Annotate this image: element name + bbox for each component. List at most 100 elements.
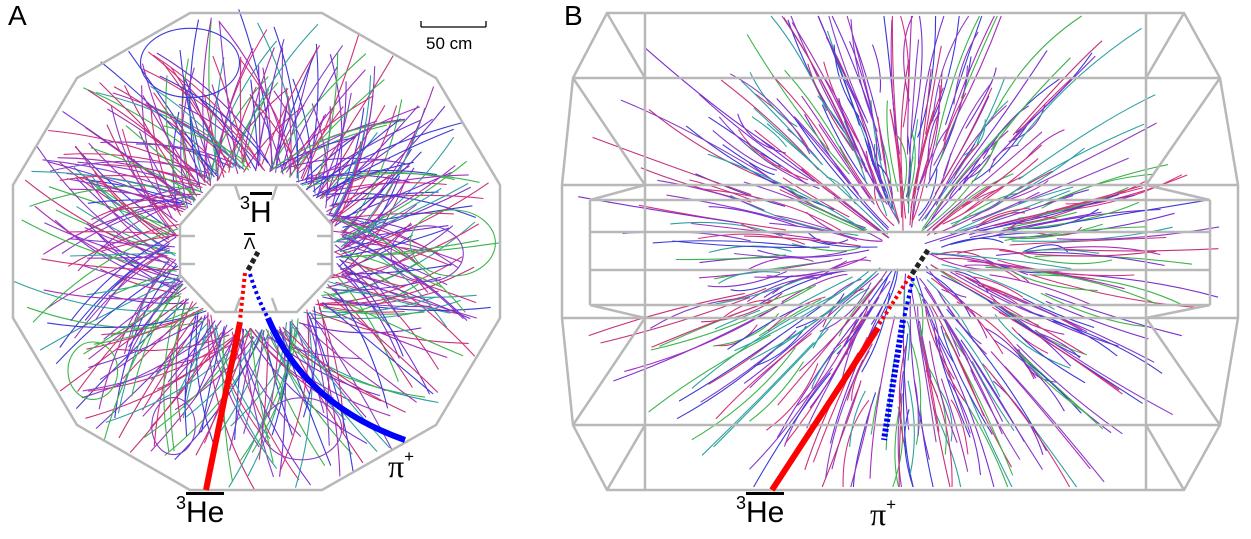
background-track — [954, 327, 1001, 398]
background-track — [1018, 94, 1156, 180]
background-track — [232, 23, 319, 169]
background-track — [900, 15, 910, 128]
background-track — [326, 174, 469, 199]
background-track — [150, 107, 182, 216]
background-track — [919, 277, 961, 357]
background-track — [1031, 274, 1182, 305]
panel-a-inner-boundary — [178, 183, 334, 314]
background-track — [69, 252, 174, 257]
background-track — [59, 174, 203, 189]
background-track — [942, 15, 995, 142]
background-track — [951, 186, 1074, 233]
background-track — [195, 310, 214, 444]
background-track — [298, 322, 422, 334]
background-track — [953, 31, 979, 105]
background-track — [821, 104, 869, 185]
background-track — [271, 48, 318, 168]
background-track — [944, 332, 1014, 476]
background-track — [342, 235, 468, 321]
background-track — [749, 349, 835, 470]
background-track — [754, 129, 885, 235]
background-track — [962, 175, 1024, 215]
background-track — [868, 268, 898, 337]
background-track — [343, 187, 442, 241]
background-track — [652, 240, 811, 248]
background-track — [698, 93, 815, 183]
background-track — [783, 17, 863, 169]
panel-b-side-view — [560, 11, 1240, 492]
background-track — [228, 322, 288, 488]
background-track — [261, 45, 321, 165]
background-track — [75, 176, 167, 248]
background-track — [729, 73, 811, 155]
helium3-mass-number-b: 3 — [736, 493, 747, 513]
background-track — [991, 15, 1082, 120]
background-track — [931, 252, 1072, 270]
background-track — [341, 239, 479, 258]
background-track — [924, 154, 991, 229]
background-track — [904, 409, 914, 488]
background-track — [312, 310, 469, 344]
background-track — [1010, 76, 1074, 141]
helium3-symbol-b: He — [746, 492, 785, 529]
background-track — [821, 380, 862, 488]
background-track — [101, 234, 180, 252]
panel-a-he3-track — [203, 321, 243, 491]
background-track — [891, 15, 902, 174]
background-track — [850, 19, 878, 132]
scale-bar-label: 50 cm — [426, 34, 473, 53]
background-track — [319, 296, 436, 314]
background-track — [854, 41, 888, 174]
background-track — [592, 136, 752, 196]
pion-label-a: π+ — [388, 448, 414, 482]
background-track — [111, 269, 174, 296]
background-track — [943, 92, 967, 151]
background-track — [846, 15, 873, 112]
background-track — [176, 323, 214, 396]
background-track — [675, 254, 786, 261]
background-track — [159, 75, 269, 164]
background-track — [83, 292, 182, 355]
background-track — [306, 317, 330, 446]
background-track — [85, 179, 193, 206]
background-track — [66, 178, 186, 211]
background-track — [216, 48, 254, 182]
background-track — [315, 128, 454, 199]
background-track — [269, 53, 367, 170]
background-track — [851, 350, 870, 401]
background-track — [294, 319, 313, 488]
background-track — [1014, 272, 1098, 292]
panel-a-letter: A — [8, 0, 27, 31]
background-track — [955, 272, 1005, 296]
background-track — [907, 380, 915, 475]
background-track — [870, 386, 881, 435]
background-track — [342, 180, 407, 274]
panel-b-letter: B — [564, 0, 583, 31]
background-track — [1018, 333, 1086, 384]
background-track — [271, 321, 291, 436]
background-track — [1040, 292, 1147, 328]
background-track — [910, 15, 923, 139]
background-track — [125, 125, 200, 190]
background-track — [41, 258, 180, 271]
background-track — [1065, 200, 1205, 225]
background-track — [942, 158, 1039, 225]
background-track — [67, 223, 182, 267]
background-track — [212, 55, 249, 167]
background-track — [982, 363, 1071, 488]
background-track — [340, 259, 477, 304]
background-track — [935, 15, 980, 147]
scale-bar — [420, 21, 487, 28]
background-track — [189, 19, 202, 191]
background-track — [215, 334, 269, 439]
background-track — [87, 199, 183, 204]
background-track — [666, 194, 829, 233]
background-track — [906, 129, 916, 203]
background-track — [48, 129, 207, 179]
background-track — [989, 274, 1091, 306]
background-track — [329, 223, 480, 279]
background-track — [978, 207, 1030, 226]
background-track — [100, 61, 218, 177]
background-track — [801, 168, 836, 196]
background-track — [734, 270, 870, 352]
